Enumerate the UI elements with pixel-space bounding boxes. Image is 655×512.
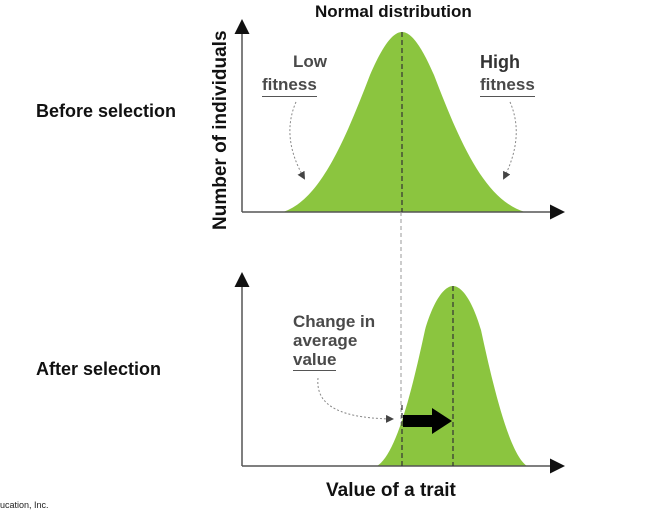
credit-text: ucation, Inc.	[0, 500, 49, 510]
low-fitness-arrow	[289, 101, 305, 180]
y-axis-label: Number of individuals	[210, 30, 231, 230]
before-distribution-curve	[283, 32, 525, 212]
before-selection-label: Before selection	[36, 101, 177, 121]
change-line3: value	[293, 350, 337, 371]
after-selection-label: After selection	[36, 359, 162, 379]
high-fitness-line1: High	[480, 52, 520, 72]
after-distribution-curve	[377, 286, 527, 466]
high-fitness-annotation: High	[480, 52, 520, 72]
high-fitness-arrow	[503, 101, 517, 180]
shift-arrow-icon	[403, 408, 452, 434]
high-fitness-annotation-2: fitness	[480, 75, 535, 97]
high-fitness-line2: fitness	[480, 75, 535, 97]
low-fitness-line1: Low	[293, 52, 327, 71]
low-fitness-annotation: Low	[287, 52, 327, 72]
chart-title: Normal distribution	[315, 2, 472, 21]
change-line2: average	[293, 331, 358, 350]
change-in-average-annotation: Change in average value	[293, 312, 375, 371]
low-fitness-line2: fitness	[262, 75, 317, 97]
change-annotation-arrow	[317, 377, 394, 423]
low-fitness-annotation-2: fitness	[262, 75, 317, 97]
x-axis-label: Value of a trait	[326, 480, 456, 501]
change-line1: Change in	[293, 312, 376, 331]
